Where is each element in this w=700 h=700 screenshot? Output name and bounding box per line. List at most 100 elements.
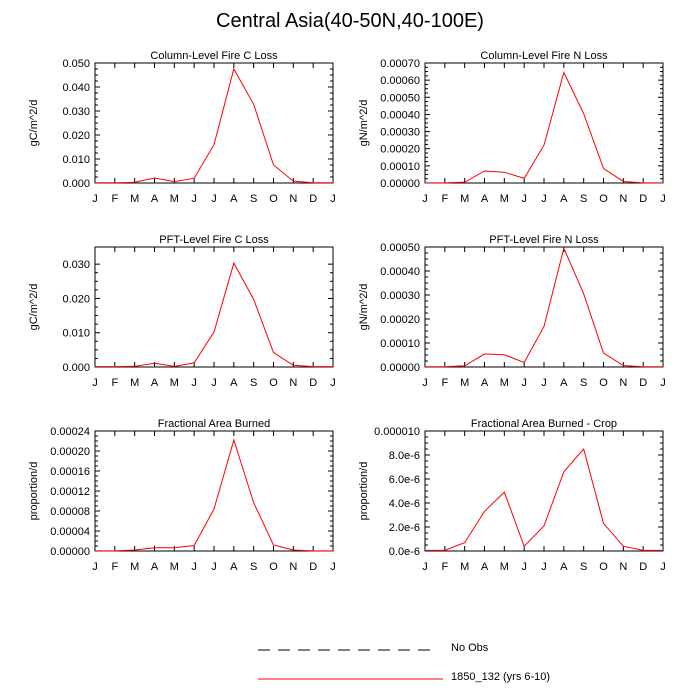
- x-tick-label: S: [580, 193, 587, 205]
- x-tick-label: A: [481, 561, 489, 573]
- x-tick-label: A: [481, 193, 489, 205]
- x-tick-label: M: [130, 193, 139, 205]
- x-tick-label: J: [521, 193, 527, 205]
- x-tick-label: D: [639, 377, 647, 389]
- x-tick-label: N: [619, 193, 627, 205]
- y-axis-label: proportion/d: [358, 462, 370, 521]
- chart-title: Fractional Area Burned - Crop: [471, 418, 617, 430]
- y-axis-label: proportion/d: [28, 462, 40, 521]
- x-tick-label: O: [599, 193, 608, 205]
- x-tick-label: A: [560, 561, 568, 573]
- x-tick-label: M: [500, 193, 509, 205]
- x-tick-label: S: [580, 561, 587, 573]
- y-tick-label: 0.00008: [50, 506, 90, 518]
- x-tick-label: A: [481, 377, 489, 389]
- x-tick-label: J: [660, 193, 666, 205]
- legend-swatch-solid: [258, 678, 443, 680]
- x-tick-label: J: [211, 193, 217, 205]
- chart-title: Fractional Area Burned: [158, 418, 271, 430]
- x-tick-label: S: [250, 377, 257, 389]
- x-tick-label: A: [151, 561, 159, 573]
- x-tick-label: F: [111, 377, 118, 389]
- x-tick-label: O: [269, 561, 278, 573]
- series-line: [425, 447, 663, 551]
- x-tick-label: A: [230, 193, 238, 205]
- y-tick-label: 0.00004: [50, 526, 90, 538]
- plot-frame: [424, 62, 664, 184]
- y-tick-label: 0.00040: [380, 109, 420, 121]
- y-tick-label: 0.0e-6: [389, 546, 420, 558]
- y-tick-label: 0.00030: [380, 127, 420, 139]
- x-tick-label: J: [541, 561, 547, 573]
- x-tick-label: M: [130, 377, 139, 389]
- y-tick-label: 0.00020: [50, 446, 90, 458]
- y-tick-label: 0.040: [62, 82, 90, 94]
- x-tick-label: N: [619, 377, 627, 389]
- y-tick-label: 4.0e-6: [389, 498, 420, 510]
- series-line: [95, 438, 333, 552]
- y-axis-label: gC/m^2/d: [28, 100, 40, 147]
- y-tick-label: 0.00000: [380, 178, 420, 190]
- x-tick-label: O: [269, 377, 278, 389]
- x-tick-label: F: [111, 193, 118, 205]
- plot-frame: [94, 246, 334, 368]
- y-tick-label: 0.000010: [374, 426, 420, 438]
- y-tick-label: 0.00010: [380, 161, 420, 173]
- x-tick-label: M: [460, 377, 469, 389]
- chart-title: PFT-Level Fire N Loss: [489, 234, 599, 246]
- x-tick-label: F: [441, 377, 448, 389]
- x-tick-label: M: [500, 377, 509, 389]
- legend-label-no-obs: No Obs: [451, 642, 489, 654]
- y-tick-label: 0.000: [62, 362, 90, 374]
- x-tick-label: J: [330, 377, 336, 389]
- chart-title: Column-Level Fire N Loss: [480, 50, 608, 62]
- y-tick-label: 0.00050: [380, 92, 420, 104]
- x-tick-label: J: [92, 561, 98, 573]
- x-tick-label: M: [500, 561, 509, 573]
- y-tick-label: 0.030: [62, 259, 90, 271]
- x-tick-label: J: [92, 377, 98, 389]
- plot-frame: [94, 430, 334, 552]
- y-tick-label: 0.050: [62, 58, 90, 70]
- plot-frame: [424, 246, 664, 368]
- x-tick-label: J: [521, 377, 527, 389]
- x-tick-label: J: [92, 193, 98, 205]
- series-line: [95, 261, 333, 368]
- x-tick-label: J: [541, 193, 547, 205]
- x-tick-label: A: [151, 377, 159, 389]
- x-tick-label: F: [111, 561, 118, 573]
- y-tick-label: 0.00016: [50, 466, 90, 478]
- x-tick-label: D: [309, 193, 317, 205]
- y-tick-label: 0.00040: [380, 266, 420, 278]
- x-tick-label: J: [330, 561, 336, 573]
- x-tick-label: J: [191, 561, 197, 573]
- y-tick-label: 0.00000: [380, 362, 420, 374]
- y-tick-label: 0.00050: [380, 242, 420, 254]
- x-tick-label: M: [460, 561, 469, 573]
- y-tick-label: 0.020: [62, 130, 90, 142]
- x-tick-label: J: [521, 561, 527, 573]
- series-line: [425, 71, 663, 184]
- x-tick-label: J: [211, 561, 217, 573]
- x-tick-label: A: [151, 193, 159, 205]
- y-tick-label: 0.010: [62, 154, 90, 166]
- y-tick-label: 0.00020: [380, 314, 420, 326]
- x-tick-label: D: [639, 561, 647, 573]
- y-tick-label: 6.0e-6: [389, 474, 420, 486]
- x-tick-label: A: [560, 193, 568, 205]
- x-tick-label: J: [541, 377, 547, 389]
- x-tick-label: S: [250, 193, 257, 205]
- x-tick-label: J: [422, 561, 428, 573]
- x-tick-label: A: [230, 561, 238, 573]
- x-tick-label: N: [289, 377, 297, 389]
- x-tick-label: F: [441, 193, 448, 205]
- legend-swatch-dashed: [258, 649, 438, 651]
- page-title: Central Asia(40-50N,40-100E): [216, 10, 484, 32]
- x-tick-label: N: [289, 193, 297, 205]
- x-tick-label: J: [330, 193, 336, 205]
- x-tick-label: D: [639, 193, 647, 205]
- y-axis-label: gN/m^2/d: [358, 100, 370, 147]
- y-tick-label: 2.0e-6: [389, 522, 420, 534]
- x-tick-label: M: [130, 561, 139, 573]
